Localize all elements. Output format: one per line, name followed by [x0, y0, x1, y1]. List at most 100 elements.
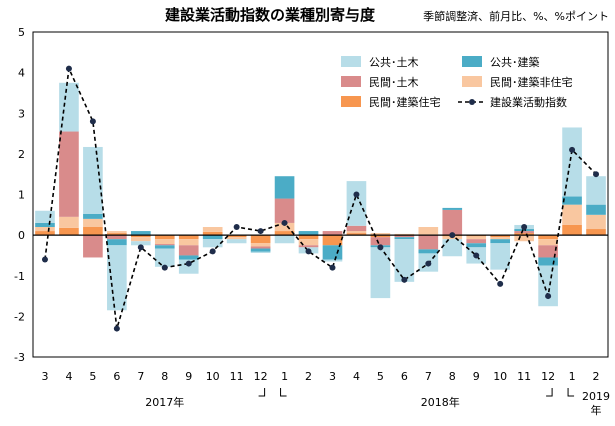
- x-tick-label: 8: [161, 370, 168, 383]
- bar-segment: [514, 233, 534, 236]
- bar-segment: [274, 235, 295, 244]
- bar-segment: [178, 259, 199, 274]
- chart-subtitle: 季節調整済、前月比、%、%ポイント: [423, 10, 609, 23]
- bar-segment: [490, 237, 511, 240]
- bar-segment: [346, 181, 367, 226]
- index-point: [209, 248, 216, 255]
- bar-segment: [466, 243, 487, 248]
- index-point: [41, 256, 48, 263]
- bar-segment: [130, 231, 151, 236]
- bar-segment: [346, 233, 367, 236]
- chart-title: 建設業活動指数の業種別寄与度: [164, 6, 375, 24]
- bar-segment: [298, 231, 319, 236]
- index-point: [65, 65, 72, 72]
- bar-segment: [370, 235, 391, 238]
- bar-segment: [202, 227, 223, 232]
- bar-segment: [490, 243, 511, 270]
- bar-segment: [83, 227, 103, 236]
- bar-segment: [274, 176, 295, 199]
- x-tick-label: 11: [230, 370, 244, 383]
- legend-label: 公共･建築: [490, 55, 540, 69]
- index-point: [401, 276, 408, 283]
- bar-segment: [130, 241, 151, 246]
- bar-segment: [83, 218, 103, 227]
- year-bracket: [258, 388, 266, 397]
- x-tick-label: 11: [517, 370, 531, 383]
- bar-segment: [250, 246, 271, 249]
- bar-segment: [346, 225, 367, 232]
- bar-segment: [586, 229, 606, 236]
- bar-segment: [298, 245, 319, 248]
- index-point: [449, 232, 456, 239]
- bar-segment: [370, 237, 391, 246]
- bar-segment: [59, 227, 79, 236]
- bar-segment: [442, 207, 463, 210]
- bar-segment: [154, 244, 175, 246]
- bar-segment: [322, 245, 343, 260]
- bar-segment: [442, 209, 463, 236]
- x-tick-label: 1: [281, 370, 288, 383]
- bar-segment: [514, 235, 534, 242]
- index-point: [353, 191, 360, 198]
- bar-segment: [418, 227, 439, 235]
- x-tick-label: 9: [473, 370, 480, 383]
- y-tick-label: 4: [18, 67, 25, 80]
- bar-segment: [586, 176, 606, 205]
- x-tick-label: 8: [449, 370, 456, 383]
- bar-segment: [442, 239, 463, 257]
- legend-label: 民間･土木: [369, 76, 419, 89]
- bar-segment: [202, 231, 223, 236]
- bar-segment: [130, 235, 151, 238]
- bar-segment: [202, 239, 223, 248]
- bar-segment: [59, 216, 79, 228]
- bar-segment: [274, 222, 295, 232]
- x-tick-label: 1: [569, 370, 576, 383]
- bar-segment: [538, 257, 558, 266]
- legend-label: 公共･土木: [369, 56, 419, 69]
- bar-segment: [178, 245, 199, 256]
- y-tick-label: 2: [18, 148, 25, 161]
- x-tick-label: 10: [206, 370, 220, 383]
- bar-segment: [538, 245, 558, 258]
- y-tick-label: 5: [18, 26, 25, 39]
- index-point: [497, 280, 504, 287]
- index-point: [593, 171, 600, 178]
- bar-segment: [562, 196, 582, 205]
- bar-segment: [107, 231, 127, 234]
- legend-label: 民間･建築非住宅: [490, 75, 573, 89]
- index-point: [329, 264, 336, 271]
- bar-segment: [466, 239, 487, 244]
- bar-segment: [154, 235, 175, 240]
- bar-segment: [178, 239, 199, 246]
- bar-segment: [346, 231, 367, 234]
- y-tick-label: 0: [18, 229, 25, 242]
- index-point: [233, 224, 240, 230]
- y-tick-label: 1: [18, 189, 25, 202]
- bar-segment: [418, 249, 439, 254]
- year-label: 2017年: [145, 395, 184, 409]
- bar-segment: [274, 231, 295, 236]
- index-point: [377, 244, 384, 251]
- bar-segment: [322, 259, 343, 262]
- year-bracket: [567, 388, 575, 397]
- x-tick-label: 10: [493, 370, 507, 383]
- legend-swatch: [341, 96, 361, 107]
- bar-segment: [250, 248, 271, 252]
- index-point: [521, 224, 528, 230]
- bar-segment: [490, 235, 511, 238]
- x-tick-label: 7: [425, 370, 432, 383]
- index-point: [569, 146, 576, 153]
- bar-segment: [178, 255, 199, 260]
- index-point: [137, 244, 144, 251]
- bar-segment: [154, 248, 175, 267]
- bar-segment: [226, 239, 247, 244]
- bar-segment: [538, 265, 558, 307]
- bar-segment: [322, 231, 343, 236]
- legend-swatch: [462, 56, 482, 67]
- bar-segment: [154, 239, 175, 245]
- plot-area: [32, 31, 609, 358]
- legend-marker: [469, 99, 475, 105]
- x-tick-label: 7: [137, 370, 144, 383]
- index-point: [89, 118, 96, 125]
- bar-segment: [35, 222, 55, 227]
